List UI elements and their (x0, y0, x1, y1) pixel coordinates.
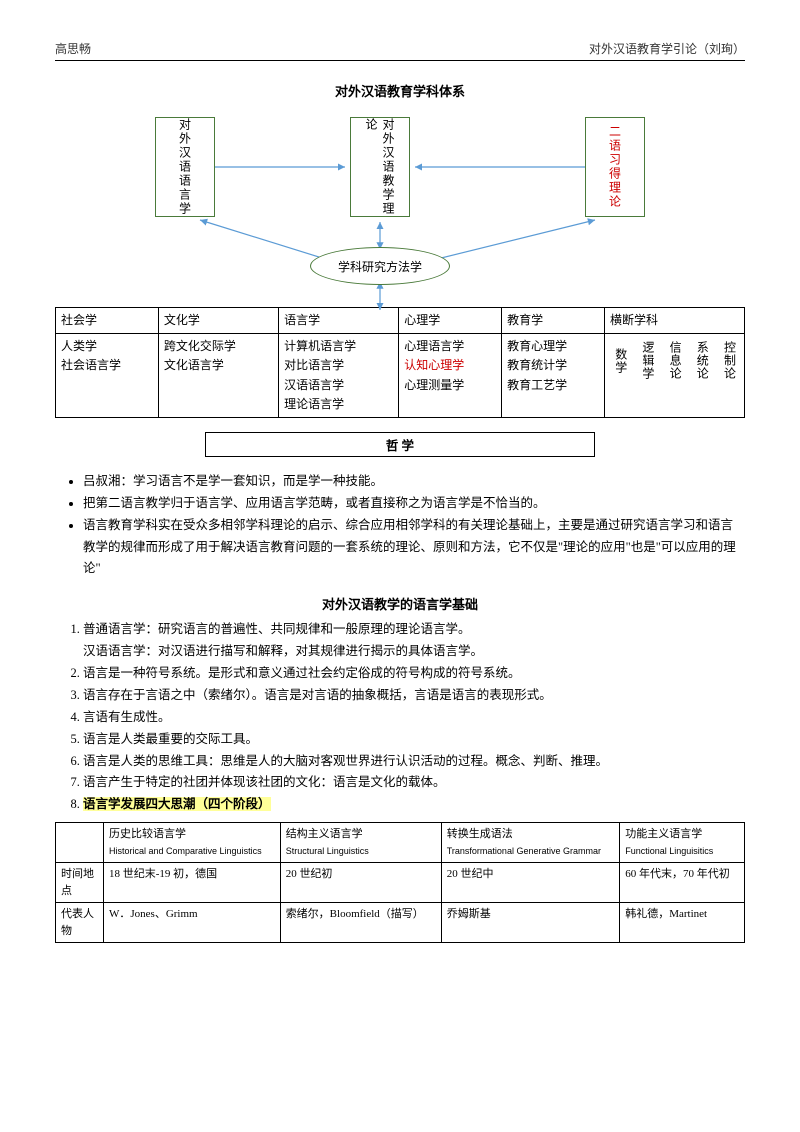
diagram-box-mid: 对外汉语教学理论 (350, 117, 410, 217)
disciplines-table: 社会学 文化学 语言学 心理学 教育学 横断学科 人类学 社会语言学 跨文化交际… (55, 307, 745, 418)
blank-cell (56, 823, 104, 863)
list-item: 把第二语言教学归于语言学、应用语言学范畴，或者直接称之为语言学是不恰当的。 (83, 493, 745, 515)
table-row: 时间地点 18 世纪末-19 初，德国 20 世纪初 20 世纪中 60 年代末… (56, 863, 745, 903)
cross-item: 数学 (611, 341, 630, 380)
diagram-ellipse: 学科研究方法学 (310, 247, 450, 285)
table-row: 历史比较语言学 Historical and Comparative Lingu… (56, 823, 745, 863)
cross-item: 逻辑学 (638, 341, 657, 380)
schools-table: 历史比较语言学 Historical and Comparative Lingu… (55, 822, 745, 943)
list-item: 语言存在于言语之中（索绪尔）。语言是对言语的抽象概括，言语是语言的表现形式。 (83, 685, 745, 707)
col-en: Historical and Comparative Linguistics (109, 846, 262, 856)
box-mid-label: 对外汉语教学理论 (363, 118, 397, 216)
cell-text-red: 认知心理学 (404, 358, 464, 372)
item-sub: 汉语语言学：对汉语进行描写和解释，对其规律进行揭示的具体语言学。 (83, 644, 483, 658)
list-item: 语言是人类的思维工具：思维是人的大脑对客观世界进行认识活动的过程。概念、判断、推… (83, 751, 745, 773)
list-item: 吕叔湘：学习语言不是学一套知识，而是学一种技能。 (83, 471, 745, 493)
col-2: 转换生成语法 Transformational Generative Gramm… (441, 823, 619, 863)
cell: W．Jones、Grimm (104, 903, 281, 943)
bullet-list: 吕叔湘：学习语言不是学一套知识，而是学一种技能。 把第二语言教学归于语言学、应用… (55, 471, 745, 580)
cell: 60 年代末，70 年代初 (620, 863, 745, 903)
page-header: 高思畅 对外汉语教育学引论（刘珣） (55, 40, 745, 57)
col-zh: 历史比较语言学 (109, 828, 186, 840)
cell: 18 世纪末-19 初，德国 (104, 863, 281, 903)
cross-item: 信息论 (665, 341, 684, 380)
header-right: 对外汉语教育学引论（刘珣） (589, 40, 745, 57)
list-item: 语言教育学科实在受众多相邻学科理论的启示、综合应用相邻学科的有关理论基础上，主要… (83, 515, 745, 581)
cell-3: 心理语言学 认知心理学 心理测量学 (399, 334, 502, 418)
diagram-title: 对外汉语教育学科体系 (55, 81, 745, 100)
header-rule (55, 60, 745, 61)
col-zh: 结构主义语言学 (286, 828, 363, 840)
cell: 索绪尔，Bloomfield（描写） (280, 903, 441, 943)
list-item: 语言产生于特定的社团并体现该社团的文化：语言是文化的载体。 (83, 772, 745, 794)
list-item: 语言是一种符号系统。是形式和意义通过社会约定俗成的符号构成的符号系统。 (83, 663, 745, 685)
ellipse-label: 学科研究方法学 (338, 258, 422, 275)
cell-cross: 数学 逻辑学 信息论 系统论 控制论 (605, 334, 745, 418)
philosophy-box: 哲 学 (205, 432, 595, 457)
cross-item: 系统论 (692, 341, 711, 380)
list-item: 言语有生成性。 (83, 707, 745, 729)
table-row: 代表人物 W．Jones、Grimm 索绪尔，Bloomfield（描写） 乔姆… (56, 903, 745, 943)
discipline-diagram: 对外汉语语言学 对外汉语教学理论 二语习得理论 学科研究方法学 (55, 112, 745, 292)
col-zh: 功能主义语言学 (625, 828, 702, 840)
cell-text: 心理测量学 (404, 378, 464, 392)
cell-2: 计算机语言学 对比语言学 汉语语言学 理论语言学 (279, 334, 399, 418)
box-right-label: 二语习得理论 (607, 125, 624, 209)
header-left: 高思畅 (55, 40, 91, 57)
col-0: 历史比较语言学 Historical and Comparative Lingu… (104, 823, 281, 863)
cell-text: 计算机语言学 对比语言学 汉语语言学 理论语言学 (284, 339, 356, 411)
list-item: 语言是人类最重要的交际工具。 (83, 729, 745, 751)
item-main: 普通语言学：研究语言的普遍性、共同规律和一般原理的理论语言学。 (83, 622, 471, 636)
cell-4: 教育心理学 教育统计学 教育工艺学 (502, 334, 605, 418)
numbered-list: 普通语言学：研究语言的普遍性、共同规律和一般原理的理论语言学。 汉语语言学：对汉… (55, 619, 745, 816)
cell: 乔姆斯基 (441, 903, 619, 943)
col-3: 功能主义语言学 Functional Linguisitics (620, 823, 745, 863)
diagram-box-left: 对外汉语语言学 (155, 117, 215, 217)
list-item: 语言学发展四大思潮（四个阶段） (83, 794, 745, 816)
col-en: Structural Linguistics (286, 846, 369, 856)
col-en: Functional Linguisitics (625, 846, 713, 856)
col-zh: 转换生成语法 (447, 828, 513, 840)
cell-text: 教育心理学 教育统计学 教育工艺学 (507, 339, 567, 391)
item-highlight: 语言学发展四大思潮（四个阶段） (83, 797, 271, 811)
row-label-0: 时间地点 (56, 863, 104, 903)
cell-1: 跨文化交际学 文化语言学 (158, 334, 278, 418)
col-1: 结构主义语言学 Structural Linguistics (280, 823, 441, 863)
cell-text: 心理语言学 (404, 339, 464, 353)
cell-text: 人类学 社会语言学 (61, 339, 121, 372)
table-row: 人类学 社会语言学 跨文化交际学 文化语言学 计算机语言学 对比语言学 汉语语言… (56, 334, 745, 418)
cell-text: 跨文化交际学 文化语言学 (164, 339, 236, 372)
cell: 20 世纪中 (441, 863, 619, 903)
cross-item: 控制论 (719, 341, 738, 380)
list-item: 普通语言学：研究语言的普遍性、共同规律和一般原理的理论语言学。 汉语语言学：对汉… (83, 619, 745, 663)
section2-title: 对外汉语教学的语言学基础 (55, 594, 745, 613)
row-label-1: 代表人物 (56, 903, 104, 943)
diagram-box-right: 二语习得理论 (585, 117, 645, 217)
col-en: Transformational Generative Grammar (447, 846, 601, 856)
cell: 韩礼德，Martinet (620, 903, 745, 943)
cell-0: 人类学 社会语言学 (56, 334, 159, 418)
cell: 20 世纪初 (280, 863, 441, 903)
box-left-label: 对外汉语语言学 (177, 118, 194, 216)
